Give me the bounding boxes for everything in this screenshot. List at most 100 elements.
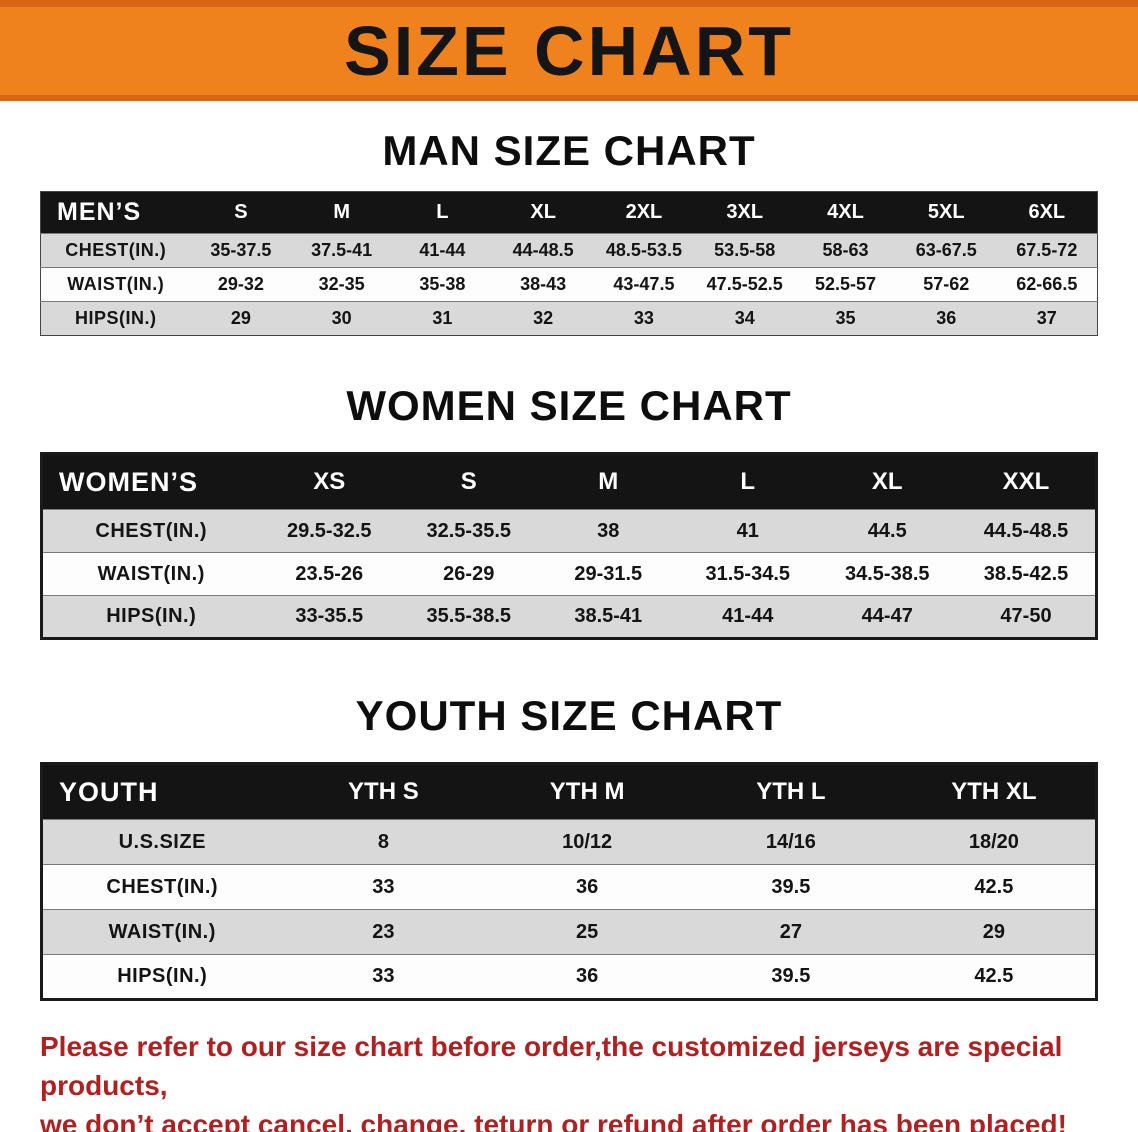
men-section-heading: MAN SIZE CHART	[382, 127, 756, 174]
table-header-row: YOUTH YTH S YTH M YTH L YTH XL	[41, 763, 1097, 820]
size-value-cell: 35.5-38.5	[426, 605, 511, 627]
size-column-header: L	[392, 191, 493, 234]
size-column-header: S	[190, 191, 292, 234]
table-title-cell: MEN’S	[40, 191, 191, 234]
row-label: CHEST(IN.)	[106, 875, 219, 898]
size-column-header: 4XL	[795, 191, 896, 234]
table-row: U.S.SIZE 8 10/12 14/16 18/20	[41, 819, 1097, 865]
size-value-cell: 57-62	[923, 274, 970, 294]
size-value-cell: 30	[331, 308, 352, 328]
row-label: WAIST(IN.)	[67, 274, 165, 294]
banner: SIZE CHART	[0, 0, 1138, 101]
row-label: WAIST(IN.)	[108, 920, 216, 943]
size-column-header: S	[399, 453, 539, 510]
size-value-cell: 41	[736, 519, 759, 542]
size-value-cell: 32	[533, 308, 554, 328]
size-value-cell: 8	[377, 830, 389, 853]
size-value-cell: 32.5-35.5	[426, 519, 511, 542]
size-value-cell: 31.5-34.5	[705, 562, 790, 585]
size-value-cell: 29-32	[217, 274, 264, 294]
row-label: WAIST(IN.)	[97, 562, 205, 585]
size-column-header: M	[291, 191, 393, 234]
women-section-heading: WOMEN SIZE CHART	[346, 382, 792, 429]
size-value-cell: 33	[372, 965, 395, 987]
table-row: CHEST(IN.) 33 36 39.5 42.5	[41, 864, 1097, 910]
table-title-cell: WOMEN’S	[41, 453, 260, 510]
men-size-table: MEN’S S M L XL 2XL 3XL 4XL 5XL 6XL CHEST(IN.) 35-37…	[40, 191, 1098, 336]
size-value-cell: 52.5-57	[814, 274, 876, 294]
size-value-cell: 23	[372, 920, 395, 943]
size-value-cell: 36	[576, 965, 599, 987]
size-value-cell: 38.5-42.5	[983, 562, 1069, 585]
size-value-cell: 31	[432, 308, 453, 328]
row-label: CHEST(IN.)	[65, 240, 167, 260]
section-men: MAN SIZE CHART MEN’S S M L XL 2XL 3XL 4XL 5XL 6XL…	[0, 127, 1138, 336]
size-value-cell: 53.5-58	[714, 240, 776, 260]
size-value-cell: 27	[779, 920, 802, 943]
size-value-cell: 10/12	[562, 830, 613, 853]
size-value-cell: 36	[936, 308, 957, 328]
row-label: CHEST(IN.)	[95, 519, 208, 542]
size-value-cell: 41-44	[419, 240, 466, 260]
size-value-cell: 18/20	[968, 830, 1019, 853]
size-value-cell: 38-43	[520, 274, 567, 294]
table-row: WAIST(IN.) 29-32 32-35 35-38 38-43 43-47.5 47.…	[40, 267, 1098, 302]
section-women: WOMEN SIZE CHART WOMEN’S XS S M L XL XXL CHEST(…	[0, 382, 1138, 640]
row-label: HIPS(IN.)	[117, 965, 208, 987]
size-column-header: XL	[817, 453, 957, 510]
size-column-header: M	[538, 453, 678, 510]
table-row: HIPS(IN.) 33-35.5 35.5-38.5 38.5-41 41-44 44-…	[41, 595, 1097, 639]
table-row: HIPS(IN.) 29 30 31 32 33 34 35 36 37	[40, 301, 1098, 336]
size-value-cell: 48.5-53.5	[605, 240, 682, 260]
youth-size-table: YOUTH YTH S YTH M YTH L YTH XL U.S.SIZE 8 10/12…	[40, 762, 1098, 1001]
youth-section-heading: YOUTH SIZE CHART	[355, 692, 783, 739]
size-value-cell: 25	[576, 920, 599, 943]
size-value-cell: 63-67.5	[915, 240, 977, 260]
size-value-cell: 29-31.5	[574, 562, 643, 585]
page-title: SIZE CHART	[344, 12, 794, 90]
row-label: HIPS(IN.)	[74, 308, 157, 328]
size-value-cell: 34	[734, 308, 755, 328]
disclaimer-line-1: Please refer to our size chart before or…	[40, 1031, 1063, 1102]
table-row: WAIST(IN.) 23.5-26 26-29 29-31.5 31.5-34.5 34…	[41, 552, 1097, 596]
size-value-cell: 44.5	[867, 519, 907, 542]
size-value-cell: 47-50	[1000, 605, 1052, 627]
disclaimer: Please refer to our size chart before or…	[40, 1027, 1098, 1132]
size-value-cell: 37	[1036, 308, 1057, 328]
table-header-row: MEN’S S M L XL 2XL 3XL 4XL 5XL 6XL	[40, 191, 1098, 234]
row-label: HIPS(IN.)	[106, 605, 197, 627]
size-value-cell: 47.5-52.5	[706, 274, 783, 294]
size-column-header: XS	[259, 453, 399, 510]
size-value-cell: 44-47	[861, 605, 913, 627]
size-value-cell: 38.5-41	[574, 605, 643, 627]
size-column-header: XXL	[957, 453, 1097, 510]
table-header-row: WOMEN’S XS S M L XL XXL	[41, 453, 1097, 510]
women-size-table: WOMEN’S XS S M L XL XXL CHEST(IN.) 29.5-32.5 32.5…	[40, 452, 1098, 640]
size-value-cell: 29	[230, 308, 251, 328]
size-value-cell: 44-48.5	[512, 240, 574, 260]
size-column-header: YTH L	[689, 763, 893, 820]
size-value-cell: 42.5	[974, 875, 1014, 898]
size-value-cell: 29	[982, 920, 1005, 943]
size-value-cell: 36	[576, 875, 599, 898]
size-column-header: 5XL	[895, 191, 997, 234]
size-value-cell: 41-44	[722, 605, 774, 627]
table-title-cell: YOUTH	[41, 763, 282, 820]
size-value-cell: 58-63	[822, 240, 869, 260]
table-row: CHEST(IN.) 29.5-32.5 32.5-35.5 38 41 44.5 44.5…	[41, 509, 1097, 553]
size-value-cell: 23.5-26	[295, 562, 364, 585]
size-value-cell: 29.5-32.5	[286, 519, 372, 542]
size-value-cell: 38	[597, 519, 620, 542]
size-value-cell: 32-35	[318, 274, 365, 294]
size-value-cell: 44.5-48.5	[983, 519, 1069, 542]
size-column-header: XL	[492, 191, 594, 234]
size-column-header: YTH M	[485, 763, 689, 820]
disclaimer-line-2: we don’t accept cancel, change, teturn o…	[40, 1109, 1067, 1132]
size-value-cell: 33	[633, 308, 654, 328]
size-value-cell: 67.5-72	[1016, 240, 1078, 260]
size-value-cell: 35-37.5	[210, 240, 272, 260]
size-value-cell: 62-66.5	[1016, 274, 1078, 294]
size-value-cell: 39.5	[771, 965, 811, 987]
size-column-header: 2XL	[593, 191, 695, 234]
